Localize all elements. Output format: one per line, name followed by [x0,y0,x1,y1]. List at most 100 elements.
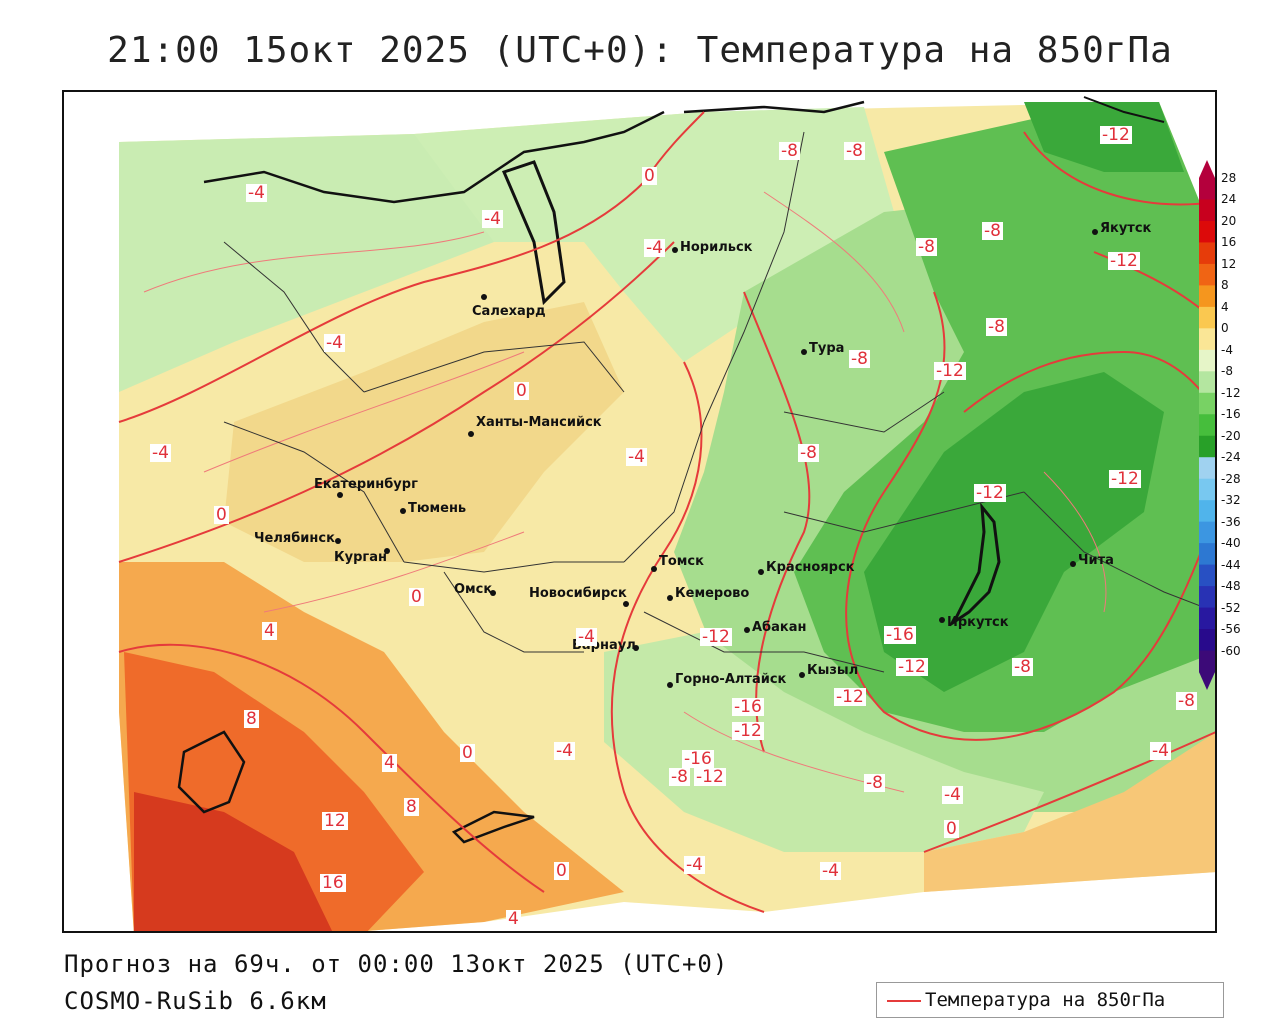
contour-label: -12 [1108,251,1140,271]
city-dot-norilsk [672,247,678,253]
city-label-chelyabinsk: Челябинск [254,531,335,546]
contour-label: -8 [849,349,870,369]
city-dot-irkutsk [939,617,945,623]
colorbar-tick-label: 0 [1221,321,1229,336]
city-dot-tomsk [651,566,657,572]
colorbar-tick-label: 8 [1221,278,1229,293]
colorbar-swatch [1199,543,1215,566]
contour-label: -8 [864,773,885,793]
contour-label: -12 [1109,469,1141,489]
colorbar-swatch [1199,263,1215,286]
contour-label: -12 [896,657,928,677]
colorbar-swatch [1199,199,1215,222]
colorbar-swatch [1199,414,1215,437]
contour-label: -16 [732,697,764,717]
city-dot-gorno-altaysk [667,682,673,688]
city-dot-yakutsk [1092,229,1098,235]
colorbar-arrow-top [1199,160,1215,178]
region-borders [223,131,1215,673]
temp-zone-hottest-sw [134,792,333,931]
contour-label: 0 [642,166,657,186]
contour-label: 0 [554,861,569,881]
city-label-norilsk: Норильск [680,240,753,255]
city-dot-barnaul [633,645,639,651]
lake-baikal [950,502,1001,627]
contour-label: -12 [834,687,866,707]
contour-label: -8 [798,443,819,463]
city-dot-abakan [744,627,750,633]
contour-label: -4 [554,741,575,761]
city-dot-novosibirsk [623,601,629,607]
city-dot-tyumen [400,508,406,514]
contour-label: -4 [482,209,503,229]
city-label-khanty-mansiysk: Ханты-Мансийск [476,415,602,430]
colorbar-swatch [1199,242,1215,265]
colorbar-tick-label: -60 [1221,643,1241,658]
temp-zone-green-darkest [864,372,1164,692]
contour-label: 4 [382,753,397,773]
colorbar-tick-label: 24 [1221,192,1237,207]
contour-label: 8 [244,709,259,729]
colorbar-swatch [1199,306,1215,329]
city-dot-kyzyl [799,672,805,678]
colorbar-swatch [1199,478,1215,501]
colorbar-tick-label: -16 [1221,407,1241,422]
coastline-north [203,100,865,204]
city-label-tyumen: Тюмень [408,501,467,516]
colorbar-tick-label: -40 [1221,536,1241,551]
city-label-kyzyl: Кызыл [807,663,859,678]
contour-label: -16 [884,625,916,645]
city-label-gorno-altaysk: Горно-Алтайск [675,672,787,687]
city-label-irkutsk: Иркутск [947,615,1009,630]
contour-label: -8 [982,221,1003,241]
city-label-tomsk: Томск [659,554,704,569]
contour-label: -12 [974,483,1006,503]
city-dot-omsk [490,590,496,596]
colorbar-swatch [1199,349,1215,372]
city-label-salekhard: Салехард [472,304,546,319]
city-label-tura: Тура [809,341,845,356]
contour-label: -4 [684,855,705,875]
coastline-east [1083,96,1165,123]
contour-label: 0 [944,819,959,839]
colorbar-tick-label: 20 [1221,213,1237,228]
city-label-novosibirsk: Новосибирск [529,586,627,601]
legend-label: Температура на 850гПа [925,989,1166,1011]
colorbar-swatch [1199,521,1215,544]
colorbar-tick-label: 28 [1221,171,1237,185]
contour-label: -8 [669,767,690,787]
colorbar-tick-label: 12 [1221,256,1237,271]
forecast-info: Прогноз на 69ч. от 00:00 13окт 2025 (UTC… [64,950,729,978]
colorbar-swatch [1199,435,1215,458]
colorbar-swatch [1199,457,1215,480]
contour-label: -12 [1100,125,1132,145]
city-label-omsk: Омск [454,582,493,597]
contour-label: -12 [934,361,966,381]
colorbar-swatch [1199,607,1215,630]
city-label-kurgan: Курган [334,550,387,565]
contour-label: 12 [322,811,348,831]
contour-label: -4 [576,627,597,647]
colorbar-tick-label: -32 [1221,493,1241,508]
colorbar-tick-label: 16 [1221,235,1237,250]
contour-label: 16 [320,873,346,893]
map-title: 21:00 15окт 2025 (UTC+0): Температура на… [107,30,1173,71]
contour-label: -8 [916,237,937,257]
colorbar-tick-label: -24 [1221,450,1241,465]
city-dot-salekhard [481,294,487,300]
colorbar-tick-label: -44 [1221,557,1241,572]
city-dot-krasnoyarsk [758,569,764,575]
colorbar-swatch [1199,392,1215,415]
city-label-ekaterinburg: Екатеринбург [314,477,418,492]
city-label-krasnoyarsk: Красноярск [766,560,855,575]
contour-label: -4 [644,238,665,258]
contour-label: -4 [324,333,345,353]
contour-label: 0 [460,743,475,763]
contour-label: -12 [700,627,732,647]
contour-label: 0 [514,381,529,401]
colorbar-swatch [1199,650,1215,673]
colorbar-swatch [1199,586,1215,609]
contour-label: 8 [404,797,419,817]
colorbar [1199,160,1215,690]
balkhash [451,810,535,844]
